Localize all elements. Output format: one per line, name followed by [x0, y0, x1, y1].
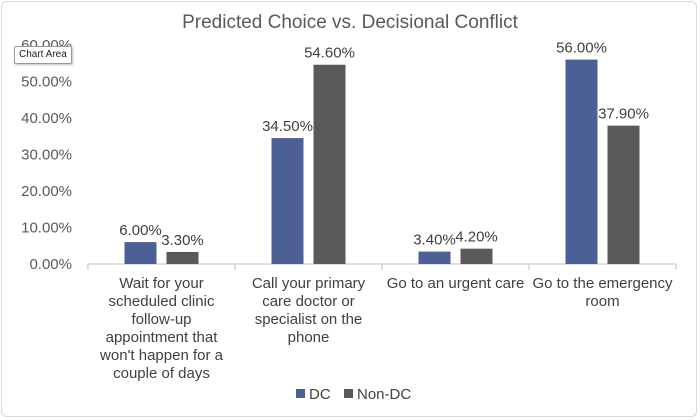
y-tick-label: 20.00% [21, 183, 72, 200]
bar-non-dc[interactable] [607, 125, 640, 264]
bar-dc[interactable] [271, 138, 304, 264]
legend-item-non-dc[interactable]: Non-DC [344, 386, 411, 403]
category-label-line: scheduled clinic [109, 293, 215, 310]
bar-non-dc[interactable] [460, 248, 493, 264]
data-label: 54.60% [304, 45, 355, 62]
chart-area-tooltip: Chart Area [14, 46, 72, 64]
bars [124, 59, 640, 265]
category-label-line: Go to the emergency [532, 275, 673, 292]
chart-title: Predicted Choice vs. Decisional Conflict [182, 12, 519, 33]
y-tick-label: 10.00% [21, 220, 72, 237]
data-labels: 6.00%3.30% 34.50% 54.60% 3.40% 4.20% 56.00% 37… [119, 40, 649, 249]
data-label: 4.20% [455, 229, 498, 246]
y-tick-label: 50.00% [21, 74, 72, 91]
legend-swatch [296, 389, 305, 398]
x-axis-tick-marks [87, 264, 677, 270]
legend-item-dc[interactable]: DC [296, 386, 331, 403]
category-label-line: specialist on the [255, 311, 363, 328]
category-label-line: couple of days [113, 365, 210, 382]
category-label-line: Go to an urgent care [387, 275, 525, 292]
bar-dc[interactable] [565, 59, 598, 264]
y-tick-label: 30.00% [21, 147, 72, 164]
data-label: 3.40% [413, 232, 456, 249]
category-label-line: Call your primary [252, 275, 366, 292]
data-label: 34.50% [262, 118, 313, 135]
bar-dc[interactable] [418, 251, 451, 264]
data-label: 3.30% [161, 232, 204, 249]
data-label: 56.00% [556, 40, 607, 57]
bar-non-dc[interactable] [313, 64, 346, 265]
bar-dc[interactable] [124, 242, 157, 264]
category-label-line: won't happen for a [99, 347, 224, 364]
legend-label: Non-DC [357, 386, 411, 403]
bar-non-dc[interactable] [166, 251, 199, 264]
category-label-line: phone [288, 329, 330, 346]
data-label: 6.00% [119, 222, 162, 239]
category-label-line: Wait for your [119, 275, 203, 292]
category-label-line: care doctor or [262, 293, 355, 310]
legend-swatch [344, 389, 353, 398]
category-label-line: room [585, 293, 619, 310]
data-label: 37.90% [598, 106, 649, 123]
category-label: Go to an urgent care [387, 275, 525, 292]
y-tick-label: 40.00% [21, 110, 72, 127]
legend[interactable]: DC Non-DC [296, 386, 411, 403]
y-axis-ticks: 0.00%10.00%20.00%30.00%40.00%50.00%60.00… [21, 37, 72, 273]
category-label-line: appointment that [106, 329, 219, 346]
legend-label: DC [309, 386, 331, 403]
category-label-line: follow-up [131, 311, 191, 328]
y-tick-label: 0.00% [29, 256, 72, 273]
